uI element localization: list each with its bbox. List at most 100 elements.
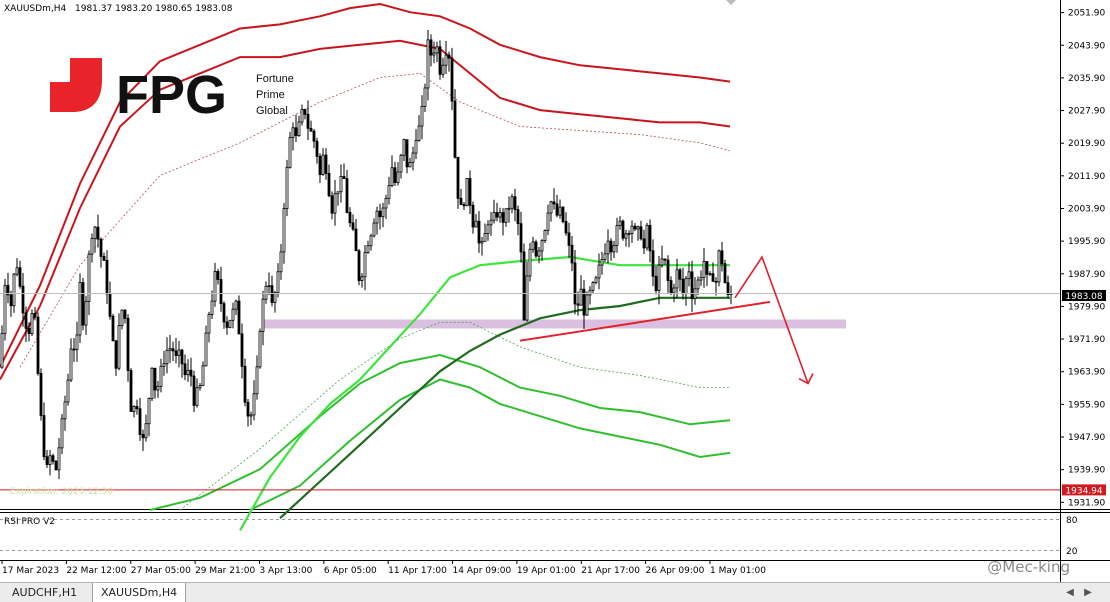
- candle-body: [543, 229, 547, 242]
- candle-body: [216, 271, 220, 280]
- current-price-tag: 1983.08: [1062, 290, 1106, 302]
- candle-body: [159, 365, 163, 387]
- candle-body: [501, 212, 505, 223]
- candle-body: [54, 460, 58, 471]
- rsi-level-80-label: 80: [1066, 516, 1078, 526]
- candle-body: [333, 193, 337, 214]
- candle-body: [174, 350, 178, 356]
- candle-body: [93, 226, 97, 239]
- candle-body: [387, 185, 391, 199]
- candle-body: [552, 201, 556, 205]
- candle-body: [327, 172, 331, 197]
- upper-band-outer: [0, 2, 731, 368]
- candle-body: [228, 319, 232, 328]
- candle-body: [84, 300, 88, 326]
- candle-body: [573, 262, 577, 305]
- price-tick-label: 1979.90: [1068, 302, 1105, 312]
- candle-body: [222, 303, 226, 323]
- tabs-scroll-right-icon[interactable]: ▶: [1084, 587, 1092, 598]
- time-tick-label: 22 Mar 12:00: [66, 566, 126, 576]
- candle-body: [423, 87, 427, 107]
- candle-body: [462, 204, 466, 207]
- price-tick-label: 2027.90: [1068, 107, 1105, 117]
- tab-audchf-h1[interactable]: AUDCHF,H1: [12, 586, 78, 599]
- candle-body: [363, 252, 367, 278]
- candle-body: [108, 293, 112, 317]
- candle-body: [177, 349, 181, 356]
- candle-body: [660, 258, 664, 266]
- candle-body: [393, 167, 397, 184]
- candle-body: [447, 54, 451, 59]
- candle-body: [615, 225, 619, 246]
- candle-body: [522, 251, 526, 321]
- price-tick-label: 1931.90: [1068, 498, 1105, 508]
- tab-xauusdm-h4[interactable]: XAUUSDm,H4: [92, 583, 187, 602]
- candle-body: [99, 238, 103, 257]
- candles-layer: [0, 30, 733, 480]
- price-tick-label: 2019.90: [1068, 139, 1105, 149]
- candle-body: [291, 127, 295, 138]
- candle-body: [561, 206, 565, 222]
- candle-body: [453, 100, 457, 158]
- candle-body: [708, 273, 712, 276]
- candle-body: [723, 263, 727, 284]
- candle-body: [114, 340, 118, 369]
- lower-band-dashed: [179, 321, 730, 511]
- candle-body: [315, 140, 319, 157]
- candle-body: [588, 289, 592, 296]
- candle-body: [399, 154, 403, 173]
- candle-body: [135, 406, 139, 410]
- candle-body: [471, 204, 475, 228]
- level-price-text: 1934.94: [1065, 486, 1102, 496]
- time-tick-label: 11 Apr 17:00: [388, 566, 447, 576]
- candle-body: [318, 155, 322, 175]
- tabs-scroll-left-icon[interactable]: ◀: [1066, 587, 1074, 598]
- candle-body: [285, 166, 289, 209]
- candle-body: [180, 349, 184, 365]
- candle-body: [525, 275, 529, 321]
- candle-body: [246, 401, 250, 417]
- candle-body: [519, 223, 523, 253]
- candle-body: [666, 259, 670, 281]
- candle-body: [450, 57, 454, 102]
- candle-body: [408, 162, 412, 168]
- candle-body: [72, 348, 76, 351]
- logo-tagline-2: Prime: [256, 89, 285, 101]
- candle-body: [168, 348, 172, 351]
- candle-body: [663, 258, 667, 261]
- candle-body: [441, 64, 445, 75]
- candle-body: [384, 197, 388, 209]
- candle-body: [288, 136, 292, 168]
- candle-body: [78, 282, 82, 336]
- scroll-marker-icon[interactable]: [726, 0, 736, 5]
- candle-body: [591, 282, 595, 291]
- expiration-note: Expiration: 2023.12.30: [10, 487, 113, 497]
- candle-body: [294, 127, 298, 136]
- upper-band-inner: [0, 39, 731, 380]
- time-tick-label: 6 Apr 05:00: [324, 566, 377, 576]
- candle-body: [153, 367, 157, 391]
- candle-body: [90, 238, 94, 255]
- candle-body: [267, 285, 271, 288]
- drawings-layer: [0, 255, 1060, 491]
- candle-body: [390, 167, 394, 186]
- candle-body: [540, 240, 544, 252]
- candle-body: [0, 332, 4, 368]
- candle-body: [273, 292, 277, 303]
- candle-body: [564, 221, 568, 234]
- candle-body: [426, 39, 430, 89]
- candle-body: [510, 196, 514, 209]
- candle-body: [123, 309, 127, 319]
- candle-body: [51, 455, 55, 462]
- candle-body: [411, 152, 415, 163]
- time-tick-label: 14 Apr 09:00: [453, 566, 512, 576]
- candle-body: [456, 156, 460, 199]
- candle-body: [546, 212, 550, 231]
- candle-body: [150, 367, 154, 399]
- candle-body: [531, 241, 535, 250]
- candle-body: [468, 178, 472, 206]
- price-chart[interactable]: FPG Fortune Prime Global XAUUSDm,H4 1981…: [0, 0, 1110, 582]
- fpg-logo-mark-icon: [50, 58, 102, 112]
- ohlc-values: 1981.37 1983.20 1980.65 1983.08: [75, 4, 233, 14]
- candle-body: [648, 224, 652, 252]
